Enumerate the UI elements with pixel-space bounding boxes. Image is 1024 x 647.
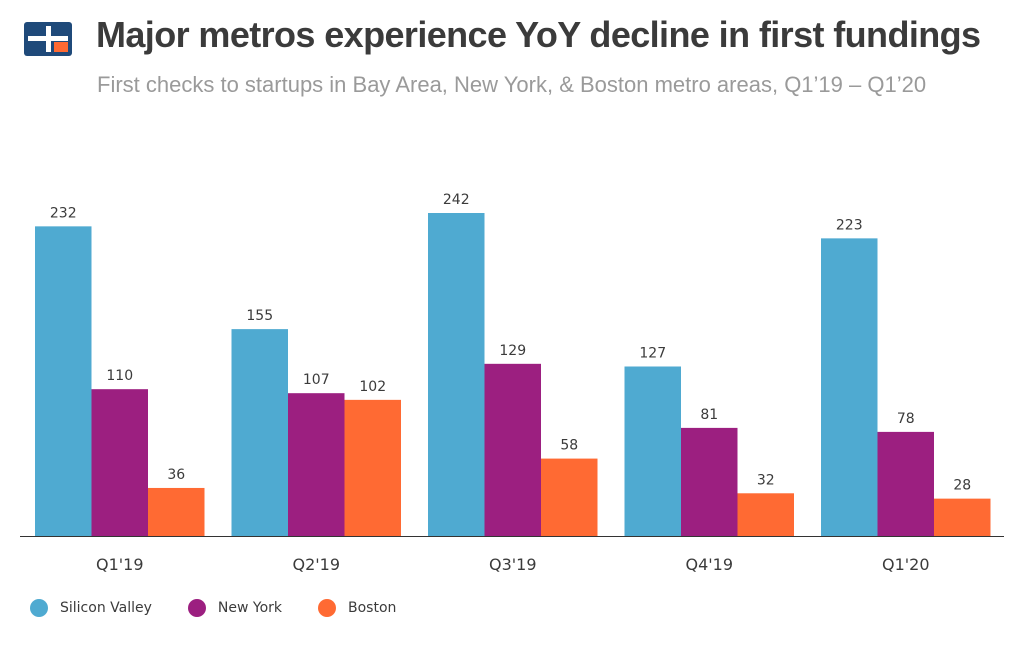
bar-chart: 232 110 36 Q1'19 155 107 102 Q2'19 242 129 58 Q3'19…: [20, 192, 1004, 574]
bar-boston-1: [344, 399, 401, 536]
bar-boston-4: [934, 498, 991, 536]
category-label-1: Q2'19: [292, 555, 340, 574]
legend-label-silicon-valley: Silicon Valley: [60, 600, 152, 616]
bar-new-york-0: [91, 389, 148, 536]
data-label-silicon-valley-1: 155: [246, 308, 273, 324]
data-label-boston-4: 28: [953, 478, 971, 494]
category-label-4: Q1'20: [882, 555, 930, 574]
data-label-boston-2: 58: [560, 438, 578, 454]
data-label-silicon-valley-0: 232: [50, 205, 77, 221]
category-label-2: Q3'19: [489, 555, 537, 574]
legend-swatch-boston: [318, 599, 336, 617]
bar-silicon-valley-0: [35, 226, 92, 536]
data-label-silicon-valley-2: 242: [443, 192, 470, 208]
data-label-new-york-1: 107: [303, 372, 330, 388]
data-label-new-york-3: 81: [700, 407, 718, 423]
legend-swatch-new-york: [187, 599, 206, 617]
bar-silicon-valley-3: [624, 366, 681, 536]
bar-silicon-valley-4: [821, 238, 878, 536]
category-label-3: Q4'19: [685, 555, 733, 574]
data-label-boston-0: 36: [167, 467, 185, 483]
legend-item-boston: Boston: [318, 599, 396, 617]
data-label-new-york-4: 78: [897, 411, 915, 427]
legend-label-boston: Boston: [348, 600, 397, 616]
bar-silicon-valley-1: [231, 329, 288, 536]
bar-new-york-4: [877, 431, 934, 536]
data-label-new-york-0: 110: [106, 368, 133, 384]
legend-swatch-silicon-valley: [30, 599, 48, 617]
bar-boston-0: [148, 487, 205, 536]
chart-title: Major metros experience YoY decline in f…: [96, 14, 981, 55]
data-label-boston-1: 102: [359, 379, 386, 395]
data-label-silicon-valley-4: 223: [836, 217, 863, 233]
data-label-boston-3: 32: [757, 472, 775, 488]
legend-item-silicon-valley: Silicon Valley: [30, 599, 152, 617]
bar-new-york-3: [681, 427, 738, 536]
data-label-new-york-2: 129: [499, 343, 526, 359]
data-label-silicon-valley-3: 127: [639, 345, 666, 361]
bar-new-york-1: [288, 393, 345, 536]
bar-boston-2: [541, 458, 598, 536]
bar-boston-3: [737, 493, 794, 536]
cb-insights-logo-icon: [24, 22, 72, 56]
legend-label-new-york: New York: [217, 600, 282, 616]
category-label-0: Q1'19: [96, 555, 144, 574]
chart-legend: Silicon Valley New York Boston: [30, 599, 432, 617]
chart-subtitle: First checks to startups in Bay Area, Ne…: [97, 72, 927, 97]
bar-new-york-2: [484, 363, 541, 536]
legend-item-new-york: New York: [187, 599, 282, 617]
bar-silicon-valley-2: [428, 213, 485, 536]
